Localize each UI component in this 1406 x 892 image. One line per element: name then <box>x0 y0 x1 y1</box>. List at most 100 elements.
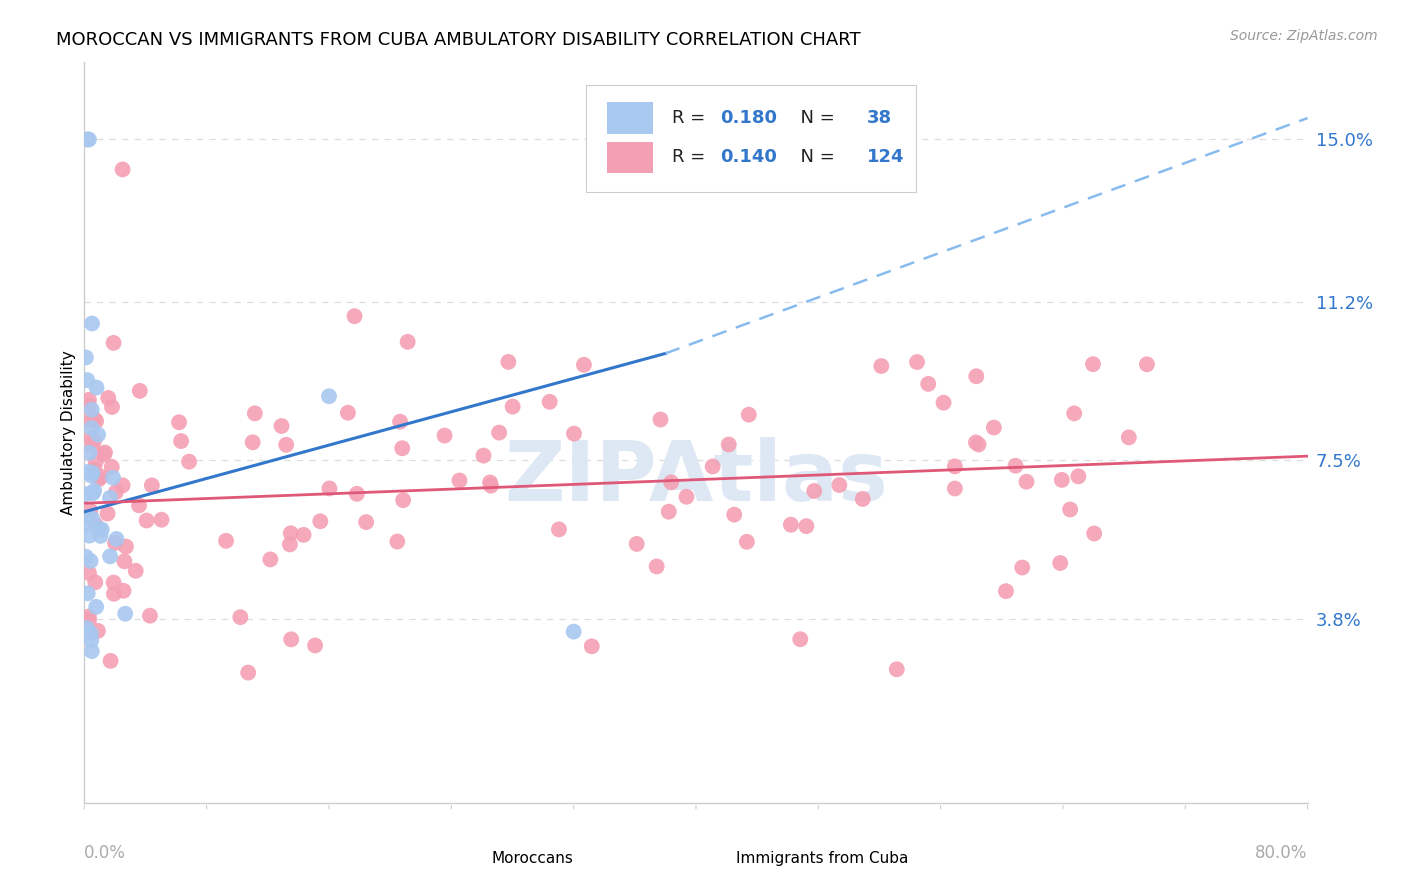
Point <box>167 415 190 429</box>
Point <box>77 399 100 413</box>
Point <box>702 459 724 474</box>
Point <box>318 482 340 496</box>
Point <box>794 519 817 533</box>
Point <box>346 487 368 501</box>
Point <box>675 490 697 504</box>
Point <box>472 449 495 463</box>
Point <box>97 391 120 405</box>
Text: 0.180: 0.180 <box>720 109 778 127</box>
Point <box>983 420 1005 434</box>
Point <box>84 455 107 469</box>
Point <box>96 507 118 521</box>
Point <box>1004 458 1026 473</box>
Point <box>389 415 412 429</box>
Point <box>84 414 107 428</box>
Point <box>280 526 302 541</box>
Point <box>170 434 193 448</box>
Point <box>965 369 987 384</box>
FancyBboxPatch shape <box>606 103 654 134</box>
Point <box>80 317 103 331</box>
Point <box>82 511 104 525</box>
Point <box>717 437 740 451</box>
Point <box>93 448 115 462</box>
Point <box>83 412 105 426</box>
Point <box>112 554 135 568</box>
Point <box>1081 357 1104 371</box>
Text: Moroccans: Moroccans <box>492 851 574 866</box>
Point <box>943 482 966 496</box>
FancyBboxPatch shape <box>451 849 485 868</box>
Point <box>83 434 105 448</box>
Point <box>82 486 104 500</box>
Point <box>354 515 377 529</box>
Point <box>396 334 419 349</box>
Point <box>150 513 173 527</box>
Text: 80.0%: 80.0% <box>1256 844 1308 862</box>
Point <box>780 517 803 532</box>
Point <box>90 523 112 537</box>
Point <box>79 446 101 460</box>
Point <box>735 534 758 549</box>
Point <box>659 475 682 490</box>
Point <box>76 132 98 146</box>
Point <box>572 358 595 372</box>
Point <box>114 607 136 621</box>
Point <box>336 406 359 420</box>
Point <box>79 554 101 568</box>
Text: 0.0%: 0.0% <box>84 844 127 862</box>
Point <box>84 517 107 532</box>
Point <box>82 439 104 453</box>
Point <box>479 478 502 492</box>
Point <box>238 665 260 680</box>
Point <box>479 475 502 490</box>
Point <box>75 549 97 564</box>
Point <box>803 483 825 498</box>
Y-axis label: Ambulatory Disability: Ambulatory Disability <box>60 351 76 515</box>
Point <box>80 421 103 435</box>
Point <box>115 540 138 554</box>
Point <box>391 442 413 456</box>
Point <box>77 566 100 580</box>
Point <box>645 559 668 574</box>
Point <box>917 376 939 391</box>
Text: Source: ZipAtlas.com: Source: ZipAtlas.com <box>1230 29 1378 43</box>
Point <box>82 466 104 480</box>
Point <box>1011 560 1033 574</box>
Point <box>179 455 201 469</box>
Point <box>87 427 110 442</box>
Point <box>75 351 97 365</box>
Point <box>581 640 603 654</box>
Point <box>86 380 108 394</box>
Point <box>965 435 987 450</box>
FancyBboxPatch shape <box>606 142 654 173</box>
Point <box>658 505 681 519</box>
Point <box>280 632 302 647</box>
Point <box>125 564 148 578</box>
Point <box>100 654 122 668</box>
Point <box>77 414 100 428</box>
Point <box>1067 469 1090 483</box>
Point <box>905 355 928 369</box>
Point <box>278 537 301 551</box>
Point <box>276 438 298 452</box>
Point <box>650 412 672 426</box>
Point <box>80 626 103 640</box>
Point <box>103 335 125 350</box>
Point <box>309 514 332 528</box>
Point <box>243 406 266 420</box>
FancyBboxPatch shape <box>586 85 917 192</box>
Text: N =: N = <box>789 109 841 127</box>
Point <box>112 583 135 598</box>
Point <box>1063 406 1085 420</box>
Point <box>1136 357 1159 371</box>
Point <box>259 552 281 566</box>
Point <box>215 533 238 548</box>
Point <box>852 491 875 506</box>
Text: R =: R = <box>672 148 710 166</box>
Point <box>79 504 101 518</box>
Point <box>387 534 409 549</box>
Text: 124: 124 <box>868 148 904 166</box>
Point <box>433 428 456 442</box>
Point <box>1083 526 1105 541</box>
Point <box>77 609 100 624</box>
